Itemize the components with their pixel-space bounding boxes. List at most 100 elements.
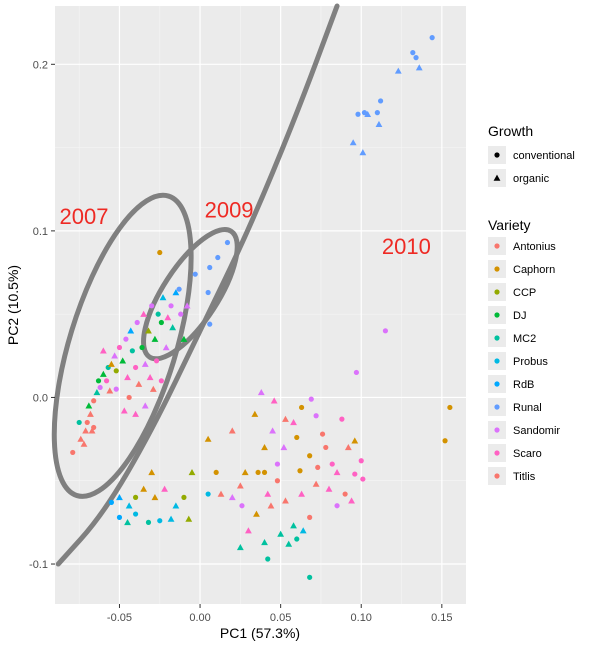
data-point-conventional bbox=[129, 348, 135, 354]
data-point-organic bbox=[188, 469, 196, 476]
data-point-conventional bbox=[205, 289, 211, 296]
data-point-conventional bbox=[360, 476, 366, 482]
data-point-organic bbox=[312, 480, 320, 487]
ellipse-2009 bbox=[141, 227, 240, 362]
legend-variety-title: Variety bbox=[488, 217, 531, 233]
data-point-conventional bbox=[358, 458, 364, 464]
data-point-organic bbox=[261, 538, 268, 546]
data-point-conventional bbox=[319, 431, 326, 437]
data-point-organic bbox=[185, 515, 193, 522]
data-point-conventional bbox=[132, 364, 139, 371]
data-point-conventional bbox=[116, 344, 123, 351]
data-point-conventional bbox=[157, 518, 163, 524]
data-point-organic bbox=[236, 543, 244, 551]
x-tick-label: 0.00 bbox=[189, 612, 210, 624]
data-point-conventional bbox=[213, 469, 219, 476]
data-point-conventional bbox=[361, 110, 368, 116]
data-point-organic bbox=[141, 360, 149, 367]
x-tick-label: 0.10 bbox=[351, 612, 372, 624]
data-point-conventional bbox=[353, 369, 359, 376]
data-point-organic bbox=[140, 485, 148, 492]
data-point-organic bbox=[85, 402, 93, 409]
data-point-organic bbox=[298, 490, 305, 497]
data-point-conventional bbox=[132, 511, 139, 517]
data-point-conventional bbox=[123, 336, 129, 342]
legend-variety-label: Runal bbox=[513, 402, 542, 414]
data-point-conventional bbox=[132, 494, 139, 500]
data-point-conventional bbox=[126, 394, 132, 401]
legend-growth-title: Growth bbox=[488, 123, 533, 139]
data-point-conventional bbox=[108, 499, 115, 505]
data-point-organic bbox=[140, 310, 148, 317]
y-tick-label: 0.0 bbox=[33, 392, 48, 404]
data-point-conventional bbox=[307, 453, 313, 459]
data-point-organic bbox=[228, 493, 236, 501]
data-point-organic bbox=[167, 515, 175, 522]
data-point-conventional bbox=[315, 464, 321, 471]
data-point-organic bbox=[257, 389, 265, 396]
data-point-conventional bbox=[97, 384, 103, 391]
data-point-conventional bbox=[205, 491, 211, 497]
data-point-organic bbox=[116, 493, 123, 501]
data-point-organic bbox=[270, 397, 278, 404]
data-point-organic bbox=[125, 502, 133, 509]
legend-variety-label: Antonius bbox=[513, 241, 556, 253]
data-point-organic bbox=[236, 482, 244, 489]
data-point-organic bbox=[285, 540, 293, 547]
legend-variety-label: MC2 bbox=[513, 333, 536, 345]
y-tick-label: -0.1 bbox=[29, 559, 48, 571]
data-point-conventional bbox=[113, 386, 119, 392]
data-point-organic bbox=[280, 444, 288, 451]
data-point-organic bbox=[290, 522, 297, 529]
x-axis: -0.05 0.00 0.05 0.10 0.15 bbox=[107, 604, 453, 624]
data-point-conventional bbox=[410, 50, 416, 56]
data-point-conventional bbox=[155, 311, 161, 317]
data-point-conventional bbox=[307, 514, 313, 520]
legend-swatch bbox=[494, 289, 500, 295]
legend: Growth conventional organic Variety Anton… bbox=[488, 123, 575, 485]
legend-variety-label: Sandomir bbox=[513, 425, 560, 437]
legend-variety-items: Antonius Caphorn CCP DJ MC2 Probus RdB Runal San… bbox=[488, 237, 560, 485]
data-point-conventional bbox=[84, 419, 90, 426]
data-point-organic bbox=[106, 387, 114, 394]
data-point-organic bbox=[349, 139, 357, 146]
data-point-conventional bbox=[339, 416, 345, 422]
data-point-organic bbox=[359, 149, 367, 156]
data-point-organic bbox=[82, 427, 90, 434]
data-point-organic bbox=[111, 352, 119, 359]
legend-variety-label: Probus bbox=[513, 356, 548, 368]
legend-growth-label: organic bbox=[513, 173, 550, 185]
data-point-organic bbox=[124, 374, 131, 381]
data-point-conventional bbox=[224, 239, 231, 246]
overlays bbox=[51, 3, 340, 567]
legend-swatch bbox=[494, 427, 500, 433]
data-point-conventional bbox=[274, 478, 281, 484]
legend-swatch bbox=[494, 335, 500, 341]
legend-variety-label: Scaro bbox=[513, 448, 542, 460]
data-point-organic bbox=[217, 490, 225, 497]
data-point-organic bbox=[325, 485, 333, 492]
legend-variety-label: DJ bbox=[513, 310, 526, 322]
data-point-conventional bbox=[113, 368, 119, 374]
data-point-organic bbox=[135, 380, 143, 387]
data-point-conventional bbox=[76, 419, 82, 426]
data-point-organic bbox=[394, 67, 402, 74]
data-point-organic bbox=[124, 518, 131, 526]
data-point-conventional bbox=[145, 519, 152, 525]
data-point-conventional bbox=[134, 319, 140, 326]
data-point-organic bbox=[245, 527, 252, 534]
data-point-organic bbox=[99, 347, 107, 354]
data-point-conventional bbox=[157, 249, 163, 256]
legend-variety-label: Titlis bbox=[513, 471, 536, 483]
data-point-conventional bbox=[139, 344, 145, 351]
legend-variety-label: RdB bbox=[513, 379, 534, 391]
data-point-conventional bbox=[168, 303, 174, 309]
data-point-conventional bbox=[215, 254, 221, 261]
data-point-organic bbox=[162, 344, 170, 351]
data-point-conventional bbox=[116, 514, 123, 520]
data-point-organic bbox=[267, 502, 275, 509]
annotations: 2007 2009 2010 bbox=[60, 198, 431, 260]
data-point-organic bbox=[108, 360, 115, 367]
y-tick-label: 0.1 bbox=[33, 226, 48, 238]
data-point-conventional bbox=[334, 503, 340, 509]
